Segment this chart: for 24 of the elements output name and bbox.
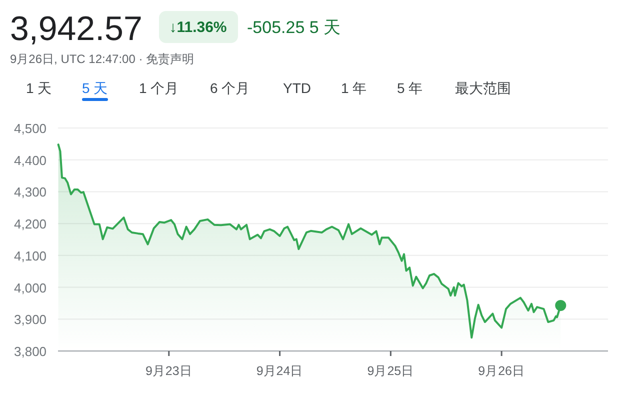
text: -505.25 5 天 [247, 18, 341, 37]
x-tick-label: 9月24日 [256, 364, 304, 378]
text: 6 个月 [210, 80, 250, 96]
y-tick-label: 4,400 [14, 152, 47, 168]
text: ↓11.36% [169, 19, 227, 36]
y-tick-label: 4,100 [14, 248, 47, 264]
text: 1 个月 [139, 80, 179, 96]
text: 5 年 [397, 80, 423, 96]
y-tick-label: 3,800 [14, 344, 47, 359]
y-tick-label: 4,300 [14, 184, 47, 200]
x-tick-label: 9月23日 [145, 364, 192, 378]
y-tick-label: 4,200 [14, 216, 47, 232]
text: 最大范围 [455, 80, 511, 96]
x-tick-label: 9月25日 [367, 364, 414, 378]
text: 1 天 [26, 80, 52, 96]
y-tick-label: 3,900 [14, 312, 47, 328]
text: 5 天 [82, 80, 108, 96]
text: 9月26日, UTC 12:47:00 · 免责声明 [10, 52, 194, 66]
text: 1 年 [341, 80, 367, 96]
y-tick-label: 4,500 [14, 121, 47, 136]
y-tick-label: 4,000 [14, 280, 47, 296]
x-tick-label: 9月26日 [478, 364, 526, 378]
chart-title: 3,942.57 [10, 10, 142, 48]
text: YTD [283, 80, 311, 96]
